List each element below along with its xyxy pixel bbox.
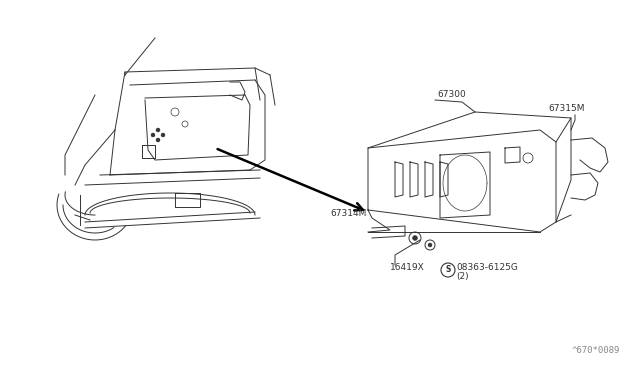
Text: (2): (2) <box>456 273 468 282</box>
Circle shape <box>413 235 417 241</box>
Text: 08363-6125G: 08363-6125G <box>456 263 518 273</box>
Circle shape <box>156 128 160 132</box>
Text: S: S <box>445 266 451 275</box>
Circle shape <box>151 133 155 137</box>
Circle shape <box>156 138 160 142</box>
Text: ^670*0089: ^670*0089 <box>572 346 620 355</box>
Text: 67300: 67300 <box>437 90 466 99</box>
Text: 67314M: 67314M <box>330 209 366 218</box>
Circle shape <box>161 133 165 137</box>
Text: 67315M: 67315M <box>548 104 584 113</box>
Circle shape <box>428 243 432 247</box>
Text: 16419X: 16419X <box>390 263 425 273</box>
